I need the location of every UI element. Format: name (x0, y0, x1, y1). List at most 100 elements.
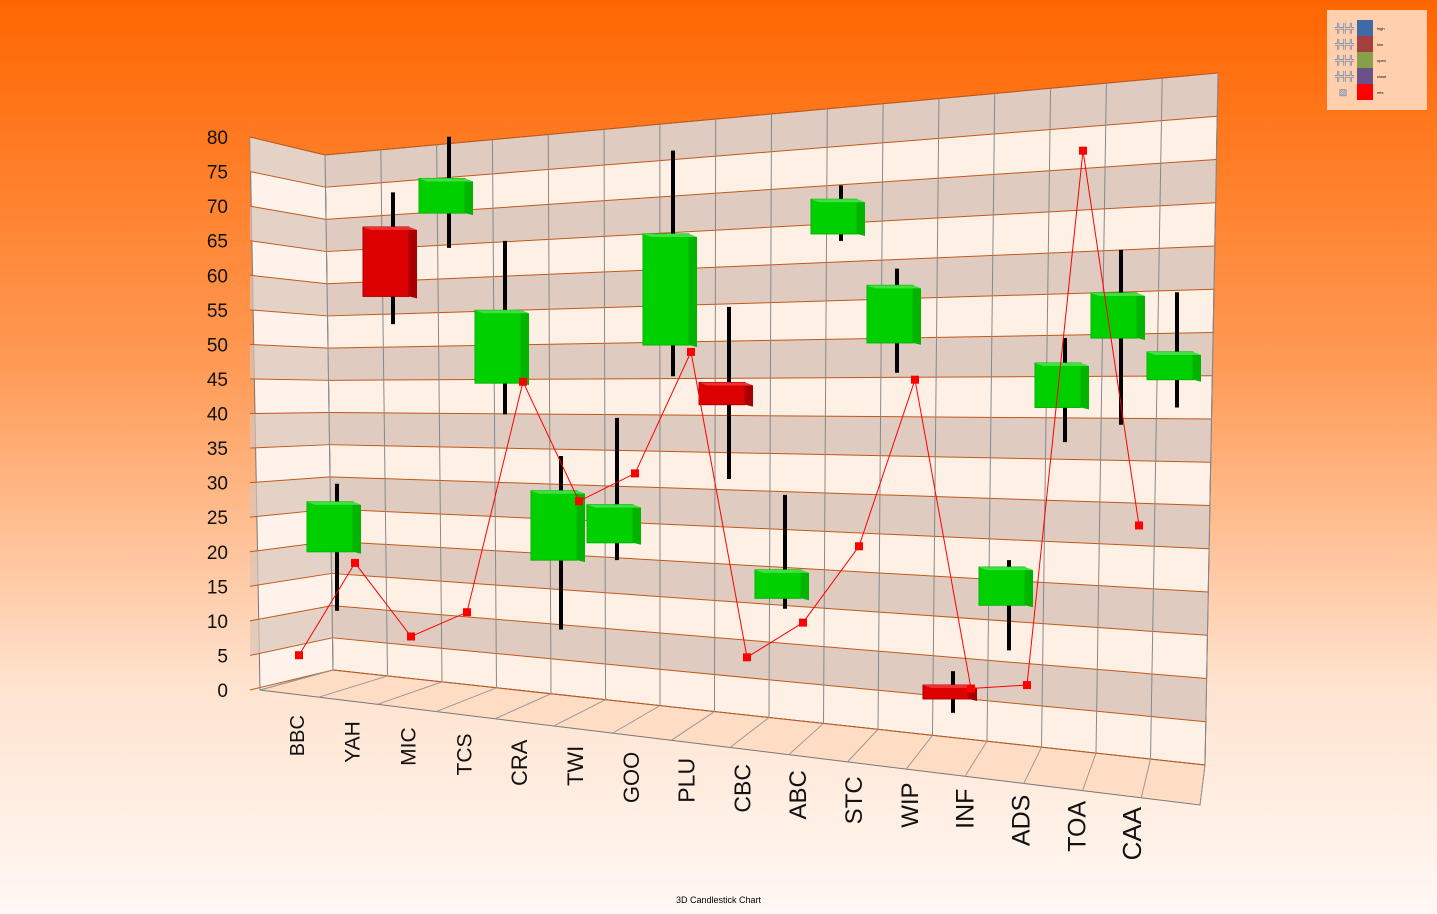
gridline-v (436, 144, 443, 682)
gridline-v (1150, 78, 1163, 760)
floor-gridline (964, 740, 988, 777)
y-tick-label: 5 (217, 646, 228, 667)
candle-top (1147, 351, 1201, 355)
candle-top (755, 569, 809, 573)
x-tick-label: ADS (1007, 795, 1035, 846)
side-gridline (249, 605, 333, 622)
candle-side (633, 504, 641, 545)
legend-item: ╬╬╬ high (1335, 20, 1385, 36)
mtx-point (575, 497, 583, 506)
floor-gridline (494, 693, 552, 720)
side-grid-band (250, 275, 328, 316)
legend: ╬╬╬ high ╬╬╬ low ╬╬╬ open ╬╬╬ close ▨ mtx (1327, 10, 1427, 110)
x-tick-label: ABC (785, 770, 812, 819)
legend-label: open (1377, 57, 1386, 63)
x-axis-ticks: BBC YAH MIC TCS CRA TWI GOO PLU CBC ABC STC WIP INF A… (287, 715, 1147, 860)
candle-top (419, 178, 473, 182)
legend-item: ╬╬╬ open (1335, 52, 1386, 68)
candle-side (913, 285, 921, 345)
candle-side (857, 199, 865, 236)
candle-top (307, 501, 361, 505)
x-tick-label: STC (841, 776, 868, 824)
x-tick-label: TOA (1063, 801, 1091, 852)
side-grid-band (250, 206, 327, 252)
candle-body (474, 309, 522, 384)
floor-gridline (436, 687, 497, 713)
x-tick-label: CRA (507, 739, 532, 786)
mtx-point (1023, 681, 1031, 690)
x-tick-label: BBC (287, 715, 309, 756)
side-gridline (249, 637, 333, 656)
side-grid-band (250, 412, 330, 449)
mtx-series (295, 146, 1143, 693)
side-gridline (249, 572, 332, 587)
candle-top (643, 233, 697, 237)
gridline-v (491, 139, 497, 688)
side-gridline (249, 274, 328, 285)
candlestick-icon: ╬╬╬ (1335, 39, 1355, 49)
floor-gridline (1199, 764, 1206, 806)
y-tick-label: 70 (207, 197, 228, 218)
mtx-point (799, 618, 807, 627)
gridline-v (714, 119, 717, 712)
y-tick-label: 60 (207, 266, 228, 287)
legend-label: mtx (1377, 89, 1384, 95)
y-tick-label: 10 (207, 612, 228, 633)
candle-side (745, 382, 753, 407)
candle-top (587, 504, 641, 508)
floor-gridline (553, 699, 606, 727)
candle-side (353, 501, 361, 554)
chart-title: 3D Candlestick Chart (675, 895, 762, 905)
mtx-point (295, 651, 303, 660)
legend-swatch (1357, 20, 1373, 36)
candle-side (1193, 351, 1201, 382)
side-gridline (249, 412, 330, 414)
floor-gridline (670, 711, 715, 741)
candle-side (521, 310, 529, 386)
mtx-point (743, 653, 751, 662)
legend-item: ▨ mtx (1335, 84, 1383, 100)
mtx-point (1135, 521, 1143, 530)
gridline-v (1095, 83, 1107, 754)
candle-body (586, 504, 634, 544)
candlestick-icon: ╬╬╬ (1335, 71, 1355, 81)
candle-body (362, 226, 410, 297)
gridline-v (324, 154, 334, 671)
x-tick-label: TCS (453, 733, 476, 775)
floor-gridline (788, 723, 824, 756)
candle-top (531, 490, 585, 494)
floor-gridline (318, 675, 388, 698)
side-gridline (249, 136, 326, 156)
y-tick-label: 55 (207, 301, 228, 322)
mtx-point (1079, 146, 1087, 155)
candle-body (754, 569, 802, 599)
side-grid-band (250, 605, 333, 656)
mtx-point (463, 608, 471, 617)
candle-top (1035, 363, 1089, 367)
floor-gridline (729, 717, 770, 748)
candle-body (810, 198, 858, 235)
gridline-v (1041, 88, 1052, 748)
mtx-line (298, 150, 1140, 690)
candle-body (306, 501, 354, 553)
gridline-v (986, 93, 996, 742)
y-tick-label: 20 (207, 543, 228, 564)
side-gridline (249, 171, 326, 188)
candle-top (923, 685, 977, 689)
candle-body (978, 566, 1026, 606)
candle-side (1025, 567, 1033, 608)
candlestick-icon: ╬╬╬ (1335, 55, 1355, 65)
y-tick-label: 0 (217, 681, 228, 702)
side-gridline (249, 444, 330, 449)
candle-top (979, 567, 1033, 571)
candle-side (577, 490, 585, 563)
y-tick-label: 30 (207, 474, 228, 495)
candle-body (418, 177, 466, 214)
x-tick-label: PLU (674, 758, 700, 803)
candle-body (1146, 351, 1194, 381)
x-tick-label: CAA (1117, 806, 1147, 860)
mtx-point (631, 469, 639, 478)
legend-swatch (1357, 68, 1373, 84)
candle-top (867, 285, 921, 289)
